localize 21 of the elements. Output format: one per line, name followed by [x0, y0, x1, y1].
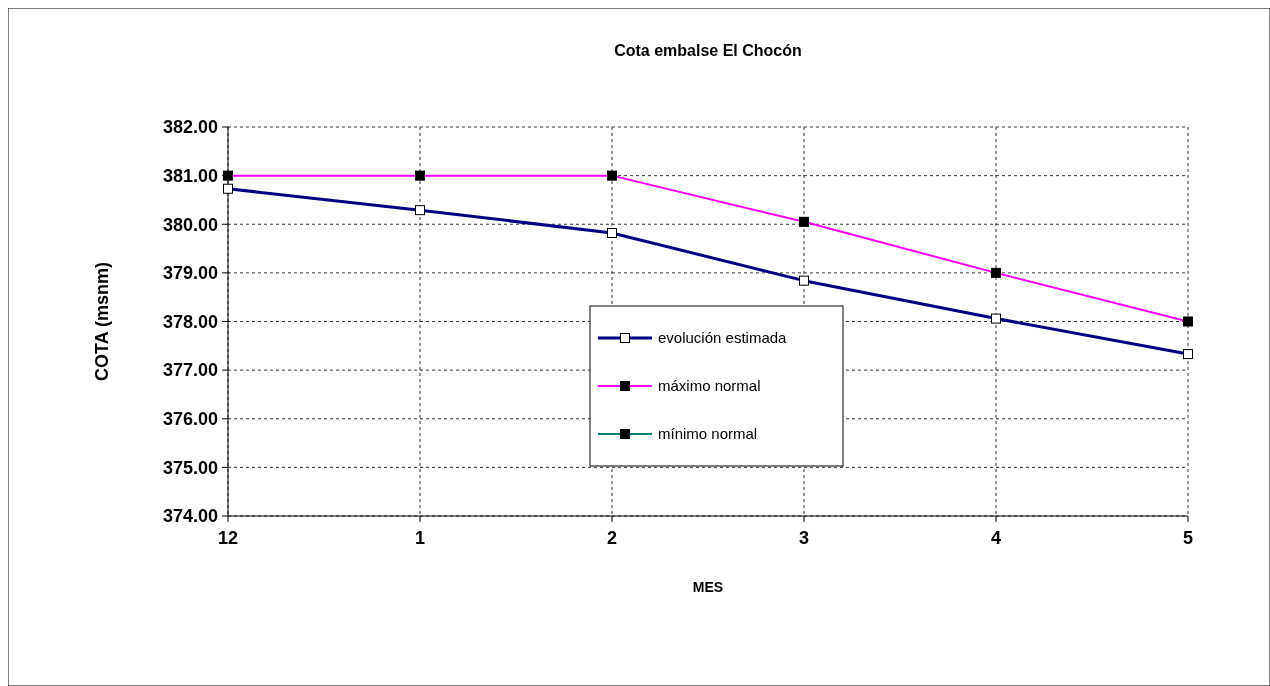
y-tick-label: 377.00	[162, 360, 218, 381]
y-tick-label: 375.00	[162, 457, 218, 478]
y-axis-title: COTA (msnm)	[92, 262, 112, 381]
y-tick-label: 378.00	[162, 311, 218, 332]
x-axis-title: MES	[692, 579, 724, 595]
x-tick-label: 3	[798, 528, 810, 548]
y-tick-label: 381.00	[162, 165, 218, 186]
y-tick-label: 382.00	[162, 117, 218, 138]
x-tick-label: 4	[990, 528, 1002, 548]
y-tick-label: 380.00	[162, 214, 218, 235]
y-tick-label: 376.00	[162, 409, 218, 430]
x-tick-label: 2	[606, 528, 618, 548]
legend-label: máximo normal	[658, 377, 761, 395]
x-tick-label: 1	[414, 528, 426, 548]
x-tick-label: 5	[1182, 528, 1194, 548]
x-tick-label: 12	[217, 528, 239, 548]
legend-label: mínimo normal	[658, 425, 758, 443]
legend-label: evolución estimada	[658, 329, 788, 347]
y-tick-label: 379.00	[162, 263, 218, 284]
chart-title: Cota embalse El Chocón	[614, 42, 802, 59]
y-tick-label: 374.00	[162, 506, 218, 527]
